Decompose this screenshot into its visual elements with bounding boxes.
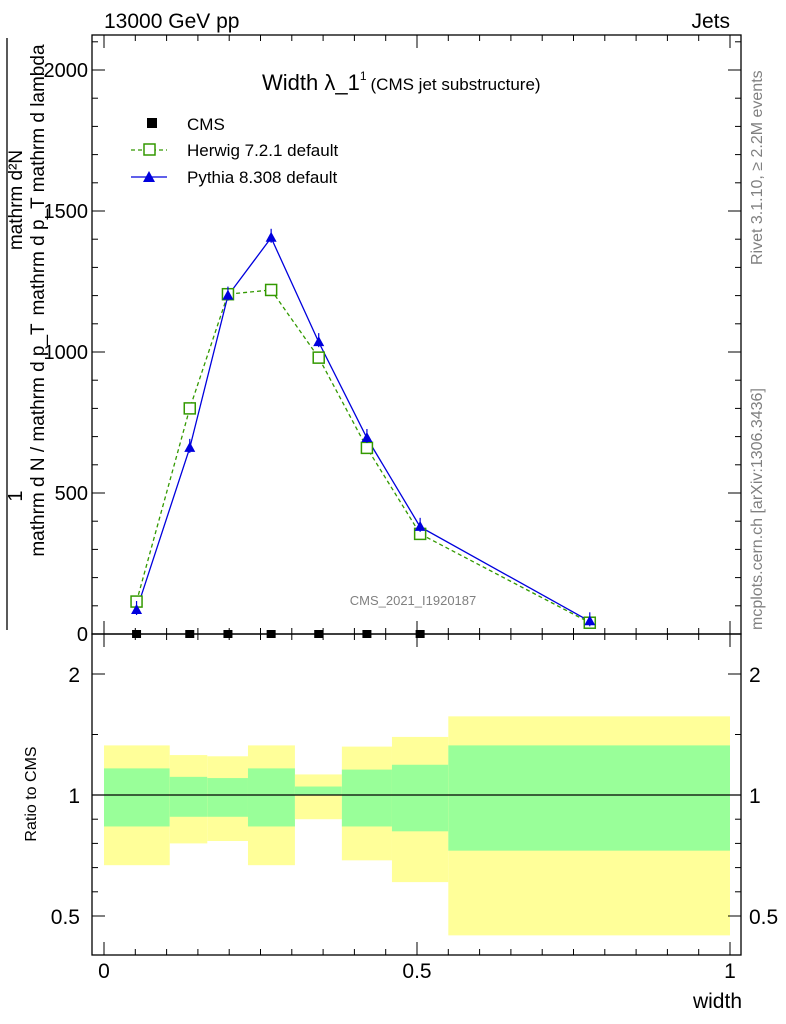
- title-sup: 1: [360, 69, 367, 83]
- ratio-ytick-label-left: 0.5: [51, 906, 80, 929]
- herwig-point: [360, 441, 374, 455]
- ratio-ytick-label-right: 0.5: [749, 906, 778, 929]
- legend-pythia-label: Pythia 8.308 default: [187, 168, 338, 187]
- pythia-line: [135, 236, 591, 622]
- herwig-line: [135, 289, 591, 624]
- legend-pythia-marker: [143, 171, 155, 182]
- ratio-axes: 0.5 0.5 1 1 2 2 0 0.5 1: [51, 633, 778, 983]
- legend-herwig-label: Herwig 7.2.1 default: [187, 141, 338, 160]
- main-ytick-label: 1000: [44, 342, 89, 364]
- pythia-point: [222, 289, 234, 300]
- pythia-point: [184, 441, 196, 452]
- pythia-point: [313, 336, 325, 347]
- ylabel-denom2: mathrm d p_T mathrm d lambda: [28, 44, 49, 315]
- ratio-band-yellow: [294, 774, 342, 820]
- mcplots-label: mcplots.cern.ch [arXiv:1306.3436]: [749, 388, 766, 630]
- legend: CMS Herwig 7.2.1 default Pythia 8.308 de…: [131, 115, 338, 187]
- x-axis-label: width: [692, 990, 742, 1013]
- watermark: CMS_2021_I1920187: [350, 593, 477, 608]
- energy-label: 13000 GeV pp: [104, 10, 239, 33]
- herwig-point: [264, 283, 278, 297]
- rivet-label: Rivet 3.1.10, ≥ 2.2M events: [749, 70, 766, 265]
- ratio-band-green: [169, 776, 208, 817]
- ratio-band-green: [448, 745, 730, 851]
- legend-cms-marker: [147, 118, 157, 128]
- main-ytick-label: 2000: [44, 60, 89, 82]
- ratio-band-green: [104, 768, 170, 827]
- main-series: [130, 228, 597, 638]
- pythia-point: [584, 615, 596, 626]
- ratio-xtick-label: 0.5: [402, 960, 431, 983]
- main-ylabel: 1 mathrm d N / mathrm d p_T mathrm d²N m…: [5, 38, 49, 630]
- ratio-ytick-label-right: 2: [749, 664, 761, 687]
- herwig-point: [183, 402, 197, 415]
- ratio-band-green: [341, 769, 392, 827]
- ylabel-numer2: mathrm d²N: [6, 150, 27, 250]
- ratio-band-green: [207, 778, 248, 817]
- pythia-point: [361, 432, 373, 443]
- legend-cms-label: CMS: [187, 115, 225, 134]
- ratio-ytick-label-left: 1: [68, 785, 80, 808]
- main-ytick-label: 1500: [44, 201, 89, 223]
- pythia-point: [265, 231, 277, 242]
- title-suffix: (CMS jet substructure): [371, 75, 541, 94]
- ratio-xtick-label: 0: [98, 960, 110, 983]
- main-ytick-label: 500: [55, 483, 88, 505]
- legend-herwig-marker: [143, 143, 156, 156]
- title-main: Width λ_1: [262, 70, 360, 95]
- ratio-xtick-label: 1: [724, 960, 736, 983]
- main-ytick-label: 0: [77, 624, 88, 646]
- ylabel-denom: mathrm d N / mathrm d p_T: [28, 323, 49, 557]
- ratio-ytick-label-left: 2: [68, 664, 80, 687]
- process-label: Jets: [691, 10, 730, 33]
- ratio-band-green: [294, 786, 342, 795]
- ylabel-numer: 1: [5, 490, 27, 501]
- ratio-bands: [104, 716, 730, 936]
- ratio-band-green: [247, 768, 295, 827]
- pythia-point: [414, 520, 426, 531]
- ratio-ytick-label-right: 1: [749, 785, 761, 808]
- pythia-point: [131, 604, 143, 615]
- chart-title: Width λ_11 (CMS jet substructure): [262, 69, 541, 95]
- ratio-ylabel: Ratio to CMS: [23, 746, 40, 841]
- ratio-band-green: [391, 764, 449, 832]
- herwig-point: [312, 351, 325, 364]
